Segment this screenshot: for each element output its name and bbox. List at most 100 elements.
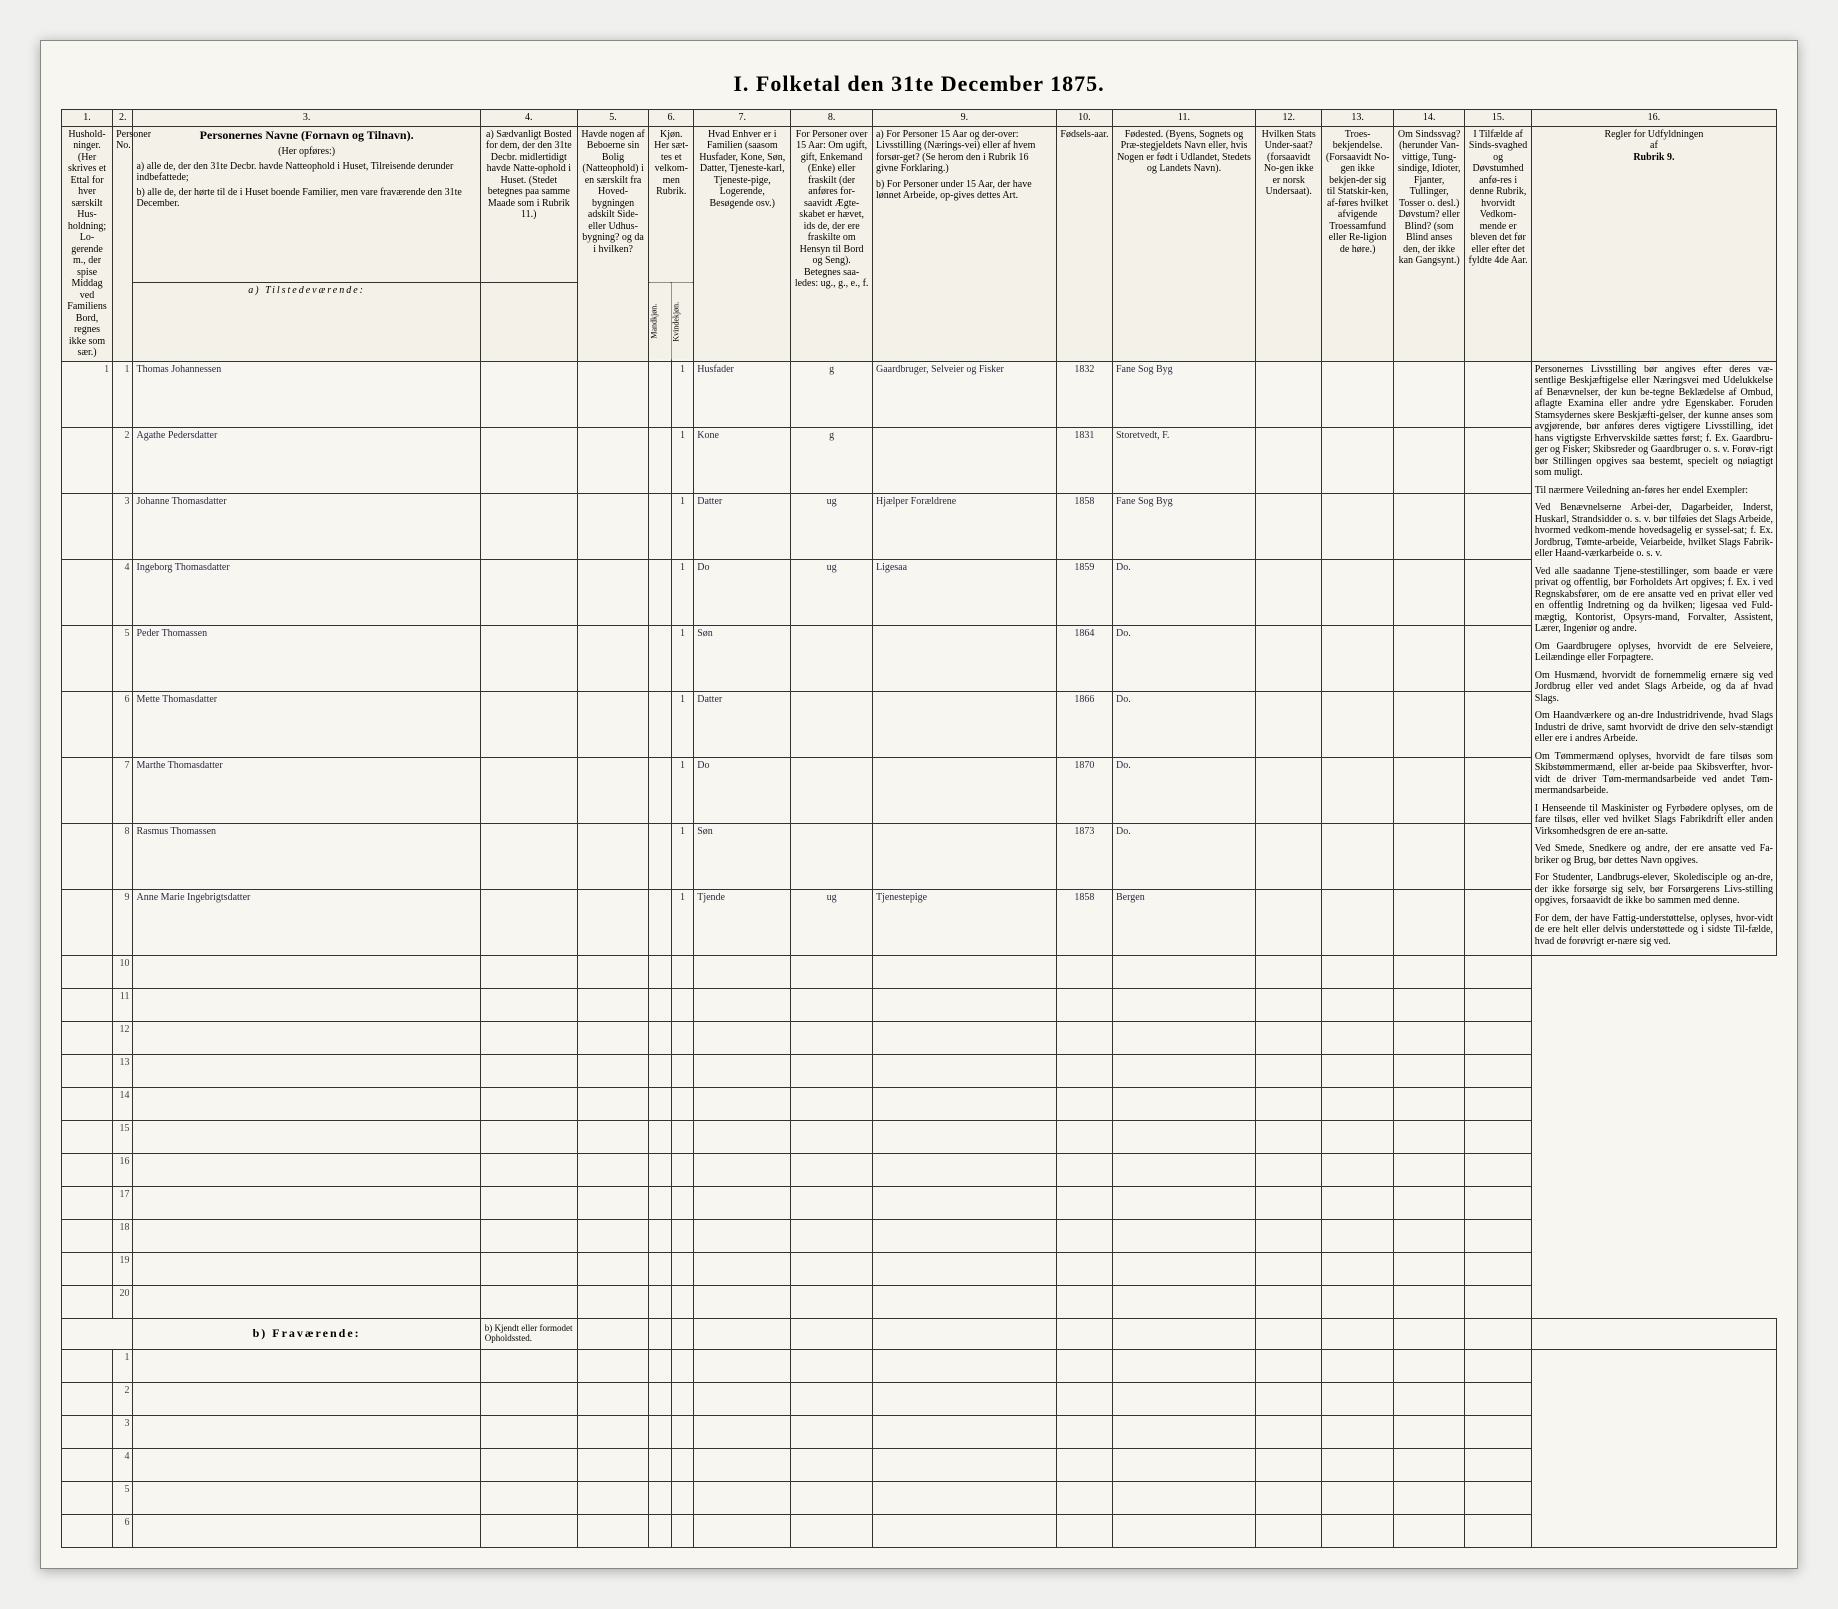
hdr-9: a) For Personer 15 Aar og der-over: Livs… — [872, 126, 1056, 361]
person-num: 10 — [113, 956, 133, 989]
cell-6m — [649, 757, 671, 823]
cell-birthplace: Do. — [1113, 625, 1256, 691]
cell-12 — [1256, 493, 1322, 559]
cell-6k: 1 — [671, 757, 693, 823]
cell-year: 1864 — [1056, 625, 1112, 691]
cell-relation: Tjende — [694, 889, 791, 955]
hdr-6a: Mandkjøn. — [649, 282, 671, 361]
person-num: 5 — [113, 1481, 133, 1514]
cell-6k: 1 — [671, 361, 693, 427]
table-row-blank: 2 — [62, 1382, 1777, 1415]
person-name: Anne Marie Ingebrigtsdatter — [133, 889, 480, 955]
cell-12 — [1256, 691, 1322, 757]
cell-13 — [1322, 889, 1394, 955]
household-num — [62, 823, 113, 889]
cell-12 — [1256, 427, 1322, 493]
cell-relation: Datter — [694, 493, 791, 559]
hdr-8: For Personer over 15 Aar: Om ugift, gift… — [791, 126, 873, 361]
cell-birthplace: Do. — [1113, 757, 1256, 823]
cell-5 — [577, 625, 649, 691]
cell-6m — [649, 691, 671, 757]
table-row: 11Thomas Johannessen1HusfadergGaardbruge… — [62, 361, 1777, 427]
person-num: 9 — [113, 889, 133, 955]
table-row-blank: 14 — [62, 1088, 1777, 1121]
cell-4 — [480, 691, 577, 757]
table-row-blank: 3 — [62, 1415, 1777, 1448]
cell-12 — [1256, 361, 1322, 427]
cell-13 — [1322, 427, 1394, 493]
hdr-16b: af — [1535, 140, 1773, 152]
cell-civil: ug — [791, 493, 873, 559]
table-row-blank: 19 — [62, 1253, 1777, 1286]
hdr-10: Fødsels-aar. — [1056, 126, 1112, 361]
cell-14 — [1393, 427, 1465, 493]
table-row-blank: 11 — [62, 989, 1777, 1022]
person-num: 8 — [113, 823, 133, 889]
cell-civil: g — [791, 361, 873, 427]
cell-6m — [649, 625, 671, 691]
census-page: I. Folketal den 31te December 1875. 1. 2… — [40, 40, 1798, 1569]
person-num: 11 — [113, 989, 133, 1022]
colnum-7: 7. — [694, 110, 791, 127]
cell-6k: 1 — [671, 691, 693, 757]
cell-civil — [791, 757, 873, 823]
cell-15 — [1465, 559, 1531, 625]
cell-13 — [1322, 691, 1394, 757]
person-num: 4 — [113, 1448, 133, 1481]
hdr-3: Personernes Navne (Fornavn og Tilnavn). … — [133, 126, 480, 282]
hdr-4-b: b) Kjendt eller formodet Opholdssted. — [480, 1319, 577, 1350]
cell-14 — [1393, 625, 1465, 691]
cell-6k: 1 — [671, 427, 693, 493]
cell-year: 1873 — [1056, 823, 1112, 889]
cell-15 — [1465, 427, 1531, 493]
table-row-blank: 1 — [62, 1349, 1777, 1382]
table-row-blank: 5 — [62, 1481, 1777, 1514]
table-row: 5Peder Thomassen1Søn1864Do. — [62, 625, 1777, 691]
hdr-13: Troes-bekjendelse. (Forsaavidt No-gen ik… — [1322, 126, 1394, 361]
cell-civil — [791, 823, 873, 889]
person-num: 17 — [113, 1187, 133, 1220]
cell-birthplace: Fane Sog Byg — [1113, 493, 1256, 559]
cell-birthplace: Fane Sog Byg — [1113, 361, 1256, 427]
census-table: 1. 2. 3. 4. 5. 6. 7. 8. 9. 10. 11. 12. 1… — [61, 109, 1777, 1548]
table-row: 6Mette Thomasdatter1Datter1866Do. — [62, 691, 1777, 757]
hdr-14: Om Sindssvag? (herunder Van-vittige, Tun… — [1393, 126, 1465, 361]
colnum-16: 16. — [1531, 110, 1776, 127]
cell-year: 1831 — [1056, 427, 1112, 493]
column-number-row: 1. 2. 3. 4. 5. 6. 7. 8. 9. 10. 11. 12. 1… — [62, 110, 1777, 127]
cell-relation: Søn — [694, 823, 791, 889]
person-num: 16 — [113, 1154, 133, 1187]
household-num — [62, 757, 113, 823]
household-num — [62, 427, 113, 493]
cell-relation: Do — [694, 559, 791, 625]
hdr-2: Personer No. — [113, 126, 133, 361]
colnum-12: 12. — [1256, 110, 1322, 127]
person-num: 5 — [113, 625, 133, 691]
cell-14 — [1393, 361, 1465, 427]
person-num: 6 — [113, 1514, 133, 1547]
cell-year: 1859 — [1056, 559, 1112, 625]
cell-occupation — [872, 427, 1056, 493]
person-num: 7 — [113, 757, 133, 823]
cell-5 — [577, 823, 649, 889]
colnum-6: 6. — [649, 110, 694, 127]
person-num: 3 — [113, 493, 133, 559]
cell-6k: 1 — [671, 823, 693, 889]
cell-15 — [1465, 691, 1531, 757]
person-name: Rasmus Thomassen — [133, 823, 480, 889]
person-num: 4 — [113, 559, 133, 625]
colnum-5: 5. — [577, 110, 649, 127]
household-num — [62, 691, 113, 757]
cell-birthplace: Do. — [1113, 559, 1256, 625]
colnum-9: 9. — [872, 110, 1056, 127]
section-b-label: b) Fraværende: — [133, 1319, 480, 1350]
person-num: 12 — [113, 1022, 133, 1055]
hdr-3-sub: (Her opføres:) — [136, 146, 476, 158]
hdr-3-a: a) alle de, der den 31te Decbr. havde Na… — [136, 161, 476, 184]
table-row-blank: 20 — [62, 1286, 1777, 1319]
cell-birthplace: Bergen — [1113, 889, 1256, 955]
cell-4 — [480, 559, 577, 625]
cell-14 — [1393, 823, 1465, 889]
table-row-blank: 12 — [62, 1022, 1777, 1055]
table-row: 3Johanne Thomasdatter1DatterugHjælper Fo… — [62, 493, 1777, 559]
